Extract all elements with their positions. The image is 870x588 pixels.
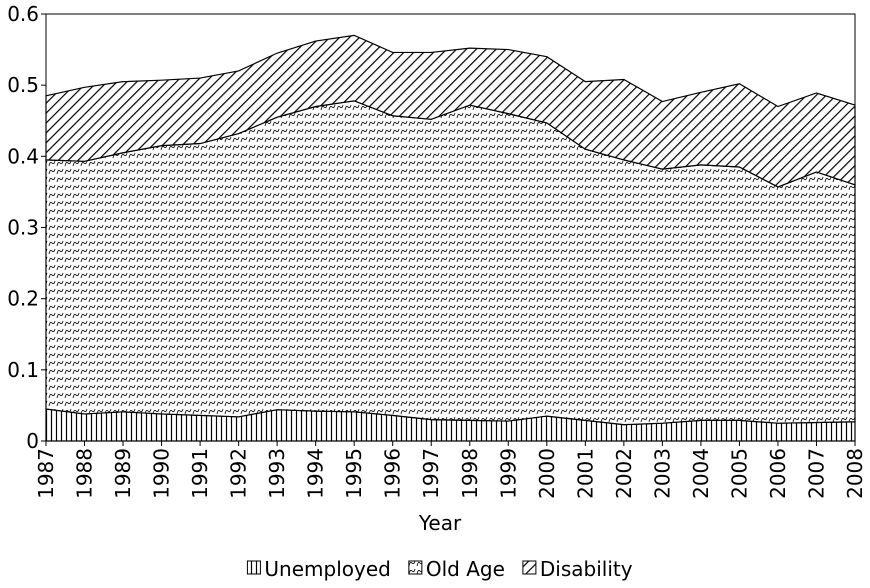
y-tick-label: 0.4	[7, 144, 39, 168]
x-tick-label: 2004	[689, 448, 713, 499]
y-tick-label: 0.5	[7, 73, 39, 97]
x-tick-label: 2000	[535, 448, 559, 499]
x-tick-label: 1991	[188, 448, 212, 499]
x-axis-title: Year	[418, 511, 462, 535]
x-tick-label: 1995	[342, 448, 366, 499]
y-tick-label: 0.3	[7, 216, 39, 240]
x-tick-label: 1994	[304, 448, 328, 499]
legend-label: Unemployed	[264, 557, 390, 581]
y-tick-label: 0.1	[7, 358, 39, 382]
legend-swatch	[246, 560, 261, 575]
y-tick-label: 0	[26, 429, 39, 453]
x-tick-label: 2003	[650, 448, 674, 499]
x-tick-label: 1997	[419, 448, 443, 499]
x-tick-label: 2008	[843, 448, 867, 499]
x-tick-label: 1988	[73, 448, 97, 499]
x-tick-label: 1998	[458, 448, 482, 499]
legend-swatch	[408, 560, 423, 575]
legend-swatch	[522, 560, 537, 575]
x-tick-label: 2001	[573, 448, 597, 499]
legend-label: Old Age	[426, 557, 505, 581]
x-tick-label: 1999	[496, 448, 520, 499]
legend: Unemployed Old Age Disability	[246, 557, 633, 581]
x-tick-label: 1996	[381, 448, 405, 499]
plot-area	[45, 34, 856, 442]
x-tick-label: 2006	[766, 448, 790, 499]
x-tick-label: 1992	[227, 448, 251, 499]
x-tick-label: 1993	[265, 448, 289, 499]
x-tick-label: 2005	[727, 448, 751, 499]
x-tick-label: 1987	[34, 448, 58, 499]
x-tick-label: 2007	[804, 448, 828, 499]
legend-label: Disability	[540, 557, 633, 581]
x-tick-label: 1989	[111, 448, 135, 499]
y-tick-label: 0.6	[7, 2, 39, 26]
x-tick-label: 1990	[150, 448, 174, 499]
x-tick-label: 2002	[612, 448, 636, 499]
y-tick-label: 0.2	[7, 287, 39, 311]
